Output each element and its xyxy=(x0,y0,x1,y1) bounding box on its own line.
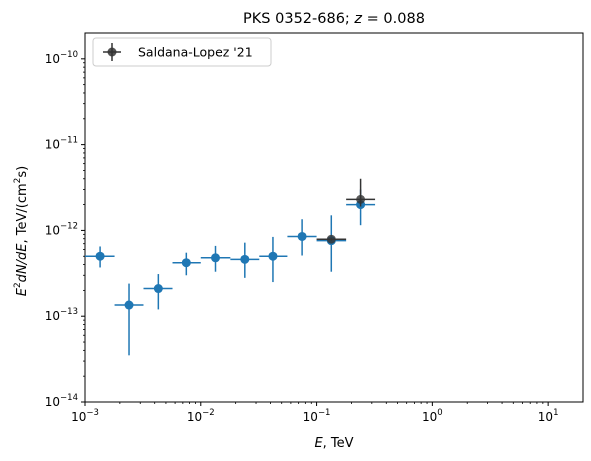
data-point xyxy=(124,300,134,310)
data-point xyxy=(95,251,105,261)
y-tick-label: 10−10 xyxy=(45,50,78,66)
series-main xyxy=(85,189,376,356)
data-point xyxy=(211,253,221,263)
x-tick-label: 100 xyxy=(422,408,443,424)
chart-title: PKS 0352-686; z = 0.088 xyxy=(243,11,425,27)
axes-frame xyxy=(84,32,584,403)
data-point xyxy=(326,234,336,244)
y-tick-label: 10−13 xyxy=(45,307,78,323)
legend-frame xyxy=(92,37,272,67)
data-point xyxy=(356,194,366,204)
x-tick-label: 10−2 xyxy=(187,408,215,424)
y-tick-label: 10−11 xyxy=(45,136,78,152)
y-tick-label: 10−14 xyxy=(45,393,78,409)
y-axis-ticks: 10−14 10−13 10−12 10−11 10−10 xyxy=(45,50,85,409)
y-tick-label: 10−12 xyxy=(45,221,78,237)
data-point xyxy=(240,254,250,264)
data-point xyxy=(181,258,191,268)
legend-marker-point xyxy=(107,47,117,57)
x-tick-label: 101 xyxy=(538,408,559,424)
legend-entry-label: Saldana-Lopez '21 xyxy=(138,45,253,60)
x-tick-label: 10−3 xyxy=(71,408,99,424)
plot-area xyxy=(84,32,584,403)
x-axis-ticks: 10−3 10−2 10−1 100 101 xyxy=(71,402,558,424)
data-marks xyxy=(85,178,376,356)
x-axis-label: E, TeV xyxy=(314,436,353,451)
data-point xyxy=(297,231,307,241)
data-point xyxy=(268,251,278,261)
y-axis-label: E2dN/dE, TeV/(cm2s) xyxy=(13,166,30,297)
x-tick-label: 10−1 xyxy=(303,408,331,424)
data-point xyxy=(153,284,163,294)
series-overlay xyxy=(316,178,376,244)
legend: Saldana-Lopez '21 xyxy=(92,37,272,67)
